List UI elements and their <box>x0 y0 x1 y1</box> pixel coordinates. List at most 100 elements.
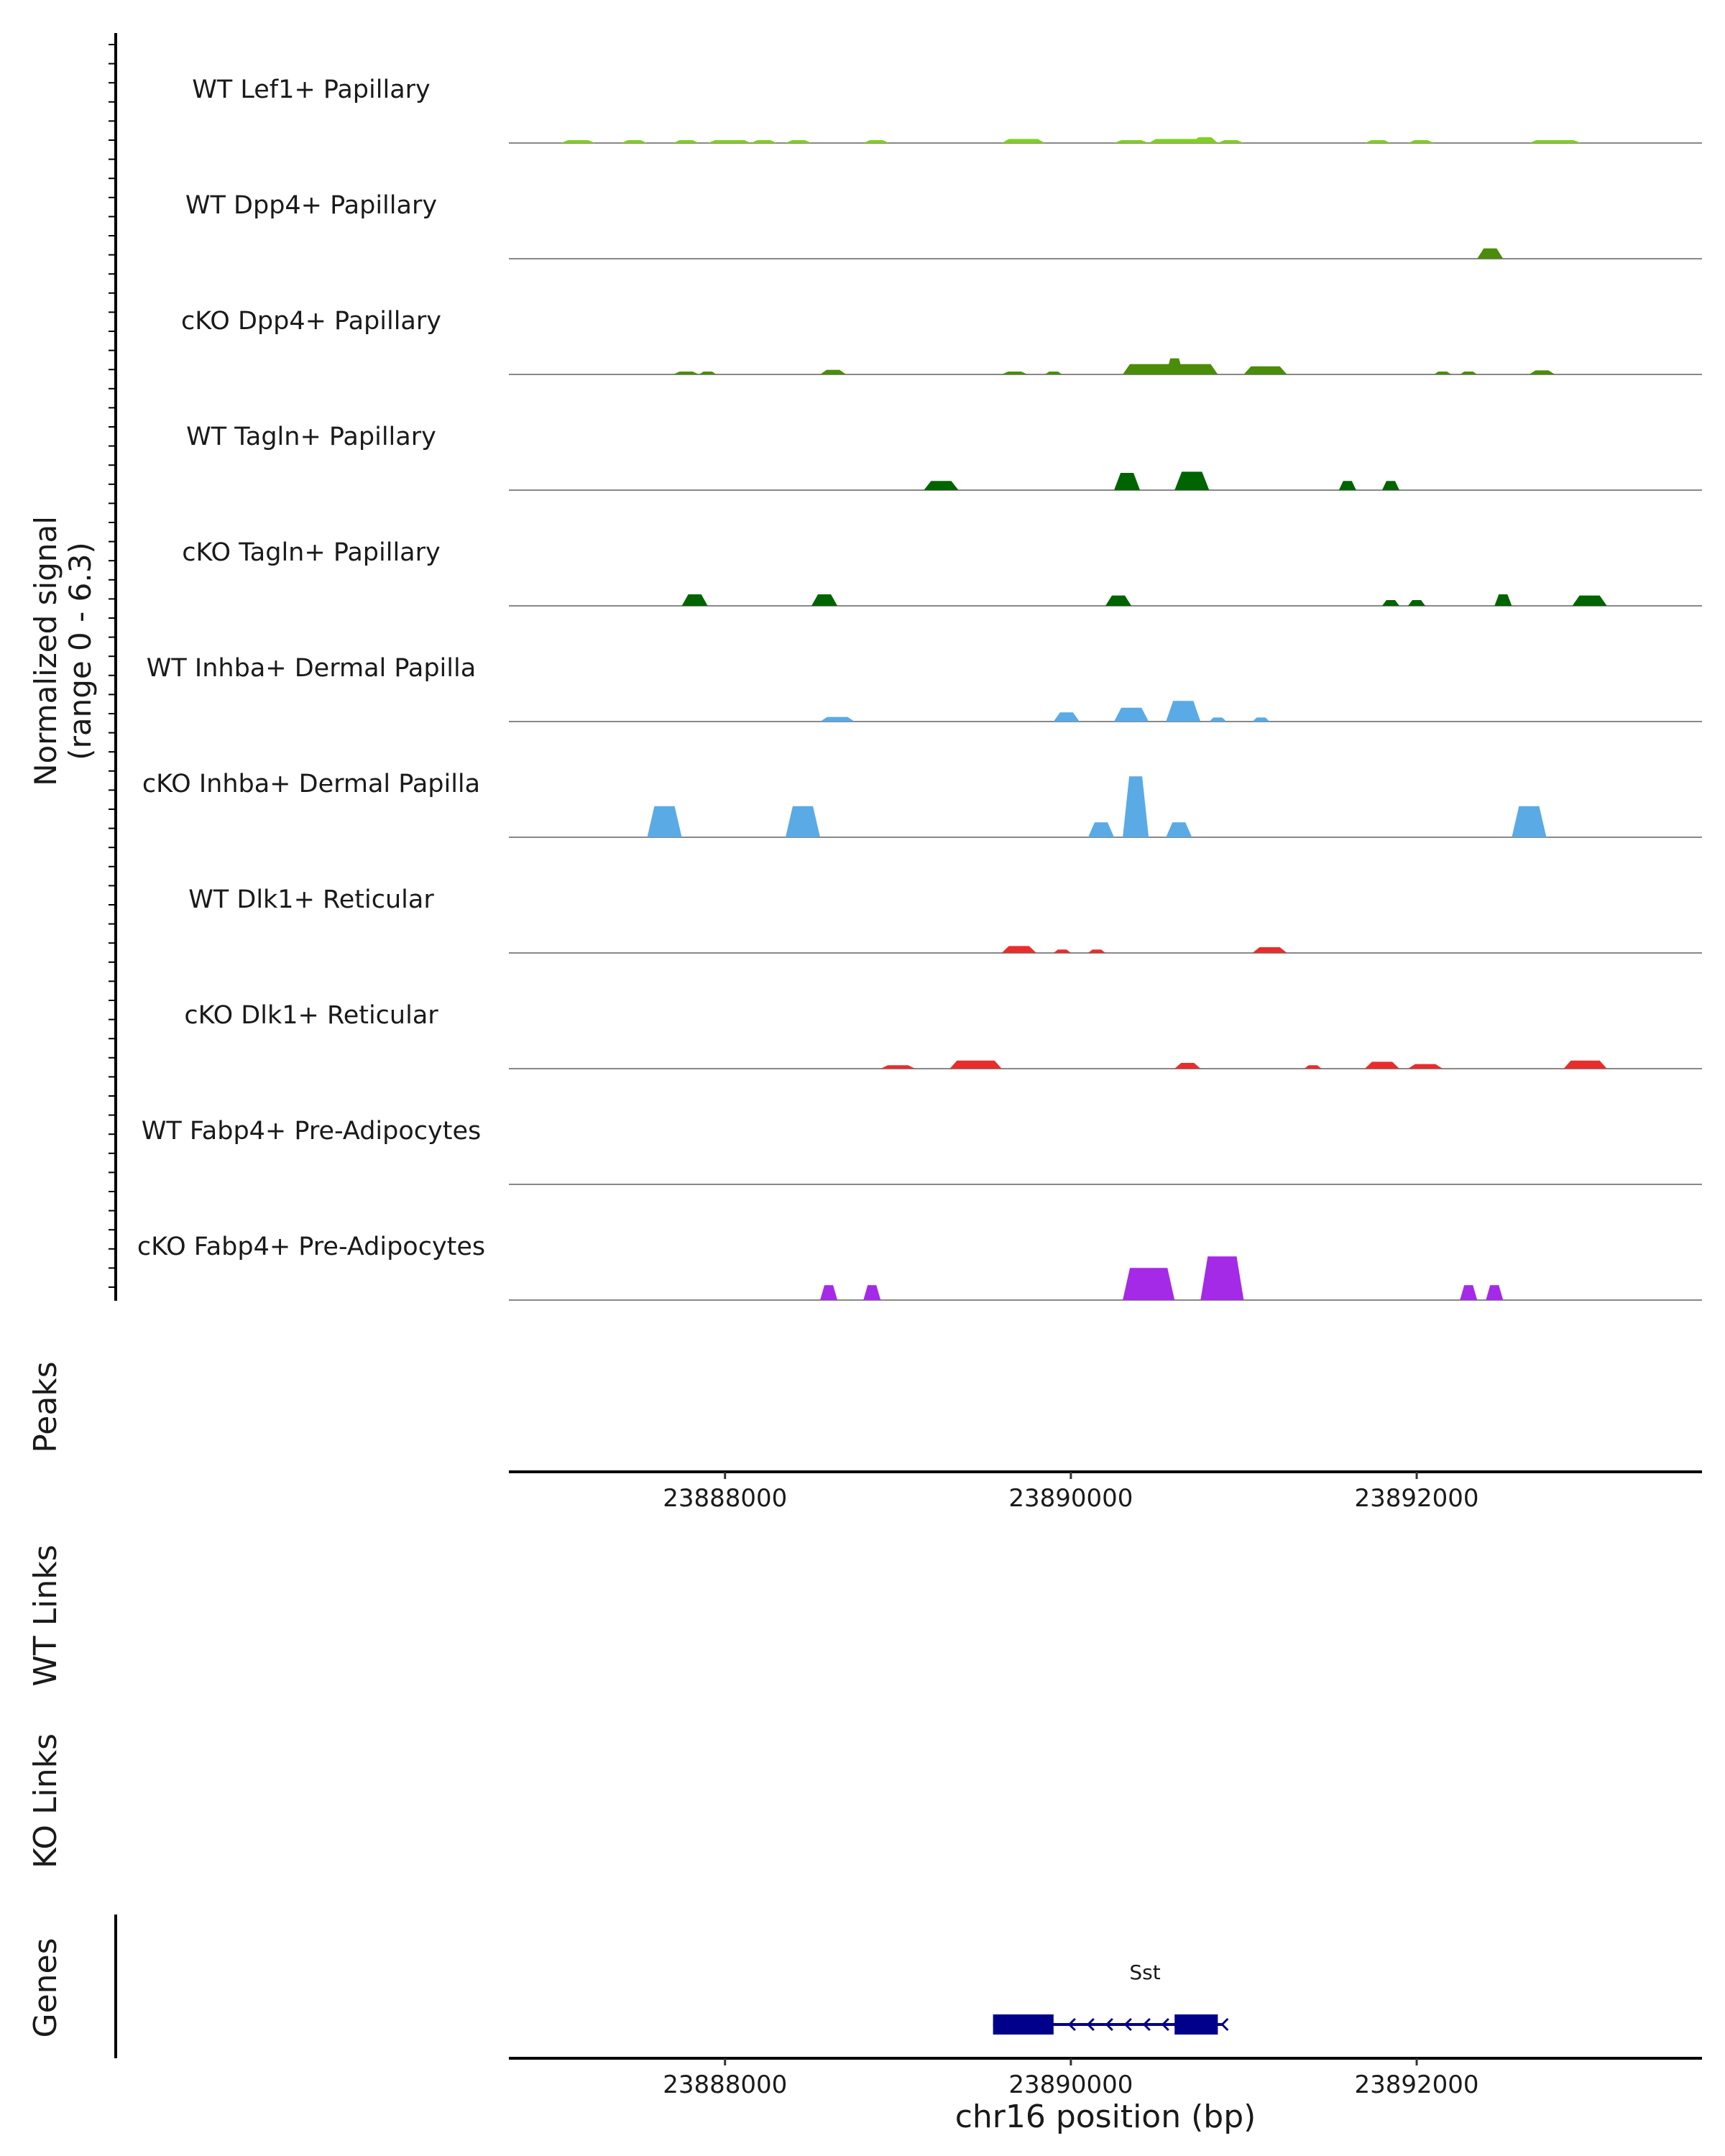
peaks-label: Peaks <box>27 1361 64 1452</box>
genes-x-axis-ticks: 23888000 23890000 23892000 <box>663 2058 1479 2099</box>
signal-peak <box>1001 372 1028 374</box>
signal-peak <box>1381 481 1399 490</box>
signal-peak <box>673 372 699 374</box>
track-label: cKO Dlk1+ Reticular <box>184 1001 438 1030</box>
signal-peak <box>1087 949 1105 953</box>
signal-peak <box>1192 137 1218 143</box>
signal-peak <box>1200 1256 1244 1300</box>
signal-peak <box>1114 140 1149 143</box>
signal-peak <box>1460 1285 1478 1300</box>
signal-peak <box>1408 600 1426 606</box>
signal-peak <box>1434 372 1452 374</box>
signal-peak <box>1053 712 1080 722</box>
x-tick-label: 23892000 <box>1355 2070 1479 2099</box>
signal-peak <box>1044 372 1062 374</box>
signal-peak <box>1218 140 1244 143</box>
signal-peak <box>1166 701 1201 722</box>
signal-peak <box>1243 366 1287 374</box>
signal-peak <box>1123 776 1149 837</box>
track-label: WT Inhba+ Dermal Papilla <box>147 654 476 683</box>
signal-peak <box>863 140 890 143</box>
signal-peak <box>1252 717 1270 722</box>
track-7: cKO Inhba+ Dermal Papilla <box>142 770 1702 838</box>
signal-peak <box>863 1285 881 1300</box>
track-label: cKO Dpp4+ Papillary <box>181 307 441 336</box>
strand-chevron <box>1067 2017 1076 2032</box>
track-label: cKO Inhba+ Dermal Papilla <box>142 770 480 798</box>
signal-peak <box>647 806 682 837</box>
signal-peak <box>820 1285 838 1300</box>
x-axis-title: chr16 position (bp) <box>955 2099 1256 2135</box>
track-4: WT Tagln+ Papillary <box>186 423 1702 491</box>
signal-tracks: WT Lef1+ Papillary WT Dpp4+ Papillary cKO … <box>137 75 1702 1301</box>
signal-peak <box>1494 594 1512 606</box>
x-tick-label: 23890000 <box>1008 1484 1133 1513</box>
gene-exon <box>993 2014 1054 2035</box>
signal-peak <box>699 372 717 374</box>
track-8: WT Dlk1+ Reticular <box>188 885 1702 954</box>
signal-peak <box>1364 1061 1399 1069</box>
track-label: cKO Fabp4+ Pre-Adipocytes <box>137 1233 485 1261</box>
ko-links-label: KO Links <box>27 1733 64 1869</box>
track-label: WT Dpp4+ Papillary <box>185 191 437 220</box>
signal-peak <box>1166 358 1184 374</box>
signal-peak <box>1512 806 1547 837</box>
signal-peak <box>621 140 648 143</box>
signal-ylabel-text: Normalized signal <box>28 516 63 786</box>
strand-chevron <box>1220 2017 1229 2032</box>
signal-y-axis <box>109 33 117 1301</box>
signal-peak <box>1304 1065 1322 1069</box>
track-label: WT Dlk1+ Reticular <box>188 885 434 914</box>
genes-label: Genes <box>27 1938 64 2037</box>
signal-peak <box>1166 822 1192 837</box>
signal-peak <box>1529 140 1581 143</box>
signal-peak <box>1338 481 1356 490</box>
signal-peak <box>1001 946 1036 953</box>
track-label: cKO Tagln+ Papillary <box>182 538 441 567</box>
signal-peak <box>1105 595 1132 606</box>
peaks-panel: Peaks 23888000 23890000 23892000 <box>27 1361 1702 1513</box>
track-9: cKO Dlk1+ Reticular <box>184 1001 1702 1069</box>
wt-links-label: WT Links <box>27 1544 64 1686</box>
signal-peak <box>1563 1060 1607 1069</box>
signal-peak <box>1174 471 1210 490</box>
signal-peak <box>1408 1064 1443 1069</box>
track-label: WT Lef1+ Papillary <box>192 75 431 104</box>
x-tick-label: 23892000 <box>1355 1484 1479 1513</box>
strand-chevron <box>1142 2017 1151 2032</box>
track-6: WT Inhba+ Dermal Papilla <box>147 654 1702 722</box>
signal-peak <box>1477 248 1504 259</box>
signal-peak <box>750 140 777 143</box>
signal-peak <box>673 140 699 143</box>
signal-peak <box>820 369 847 374</box>
signal-range-text: (range 0 - 6.3) <box>63 542 98 760</box>
signal-peak <box>1408 140 1435 143</box>
signal-peak <box>820 717 855 722</box>
peaks-x-axis-ticks: 23888000 23890000 23892000 <box>663 1472 1479 1513</box>
signal-peak <box>949 1060 1002 1069</box>
signal-peak <box>561 140 596 143</box>
track-3: cKO Dpp4+ Papillary <box>181 307 1702 375</box>
signal-peak <box>1087 822 1115 837</box>
strand-chevron <box>1161 2017 1169 2032</box>
signal-peak <box>1001 139 1045 143</box>
signal-peak <box>1053 949 1071 953</box>
track-10: WT Fabp4+ Pre-Adipocytes <box>142 1117 1702 1185</box>
track-11: cKO Fabp4+ Pre-Adipocytes <box>137 1233 1702 1301</box>
track-5: cKO Tagln+ Papillary <box>182 538 1702 607</box>
links-panels: WT Links KO Links <box>27 1544 64 1869</box>
signal-peak <box>1381 600 1399 606</box>
gene-exon <box>1174 2014 1218 2035</box>
signal-peak <box>1114 473 1141 490</box>
x-tick-label: 23888000 <box>663 1484 787 1513</box>
strand-chevron <box>1086 2017 1095 2032</box>
track-2: WT Dpp4+ Papillary <box>185 191 1702 259</box>
signal-peak <box>1486 1285 1504 1300</box>
signal-peak <box>1209 717 1227 722</box>
signal-peak <box>1364 140 1391 143</box>
signal-peak <box>1460 372 1478 374</box>
strand-chevron <box>1105 2017 1113 2032</box>
track-label: WT Tagln+ Papillary <box>186 423 436 451</box>
strand-chevron <box>1123 2017 1132 2032</box>
